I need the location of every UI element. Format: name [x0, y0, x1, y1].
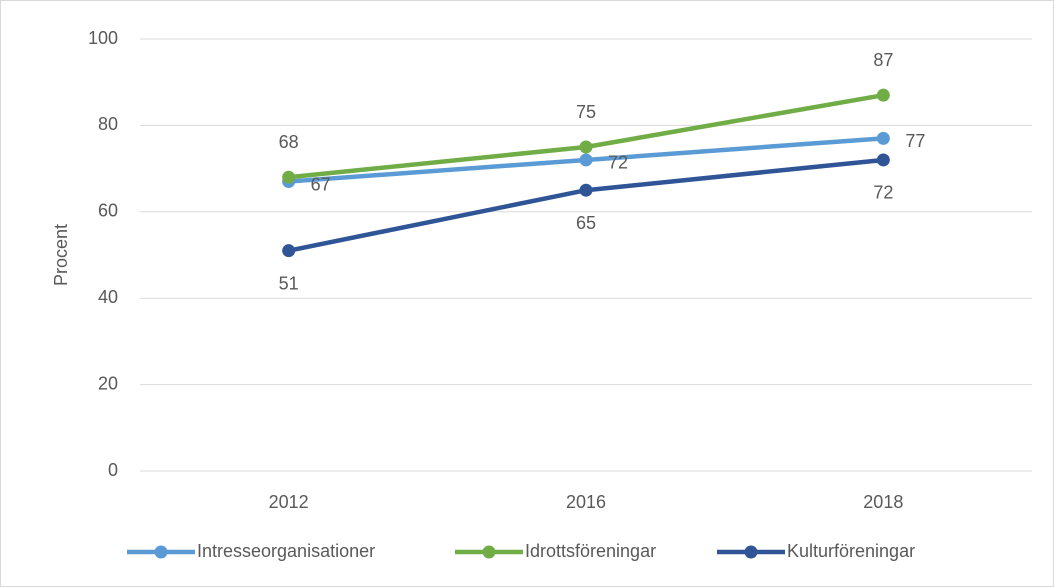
data-point [579, 140, 593, 154]
data-point [876, 153, 890, 167]
x-tick-label: 2018 [863, 492, 903, 512]
data-point [579, 183, 593, 197]
legend-marker [744, 545, 758, 559]
data-label: 72 [608, 153, 628, 173]
x-tick-label: 2012 [269, 492, 309, 512]
y-tick-label: 40 [98, 287, 118, 307]
data-label: 75 [576, 102, 596, 122]
legend-label: Kulturföreningar [787, 541, 915, 561]
legend-marker [482, 545, 496, 559]
y-tick-label: 80 [98, 114, 118, 134]
y-tick-label: 100 [88, 28, 118, 48]
y-axis-label: Procent [51, 224, 71, 286]
data-point [282, 170, 296, 184]
data-point [282, 244, 296, 258]
data-label: 67 [311, 174, 331, 194]
data-point [876, 131, 890, 145]
data-label: 77 [905, 131, 925, 151]
x-tick-label: 2016 [566, 492, 606, 512]
data-point [579, 153, 593, 167]
data-label: 72 [873, 183, 893, 203]
legend-label: Idrottsföreningar [525, 541, 656, 561]
data-label: 87 [873, 50, 893, 70]
data-label: 51 [279, 273, 299, 293]
data-label: 65 [576, 213, 596, 233]
legend-marker [154, 545, 168, 559]
data-label: 68 [279, 132, 299, 152]
y-tick-label: 20 [98, 373, 118, 393]
legend-label: Intresseorganisationer [197, 541, 375, 561]
y-tick-label: 60 [98, 201, 118, 221]
data-point [876, 88, 890, 102]
y-tick-label: 0 [108, 460, 118, 480]
